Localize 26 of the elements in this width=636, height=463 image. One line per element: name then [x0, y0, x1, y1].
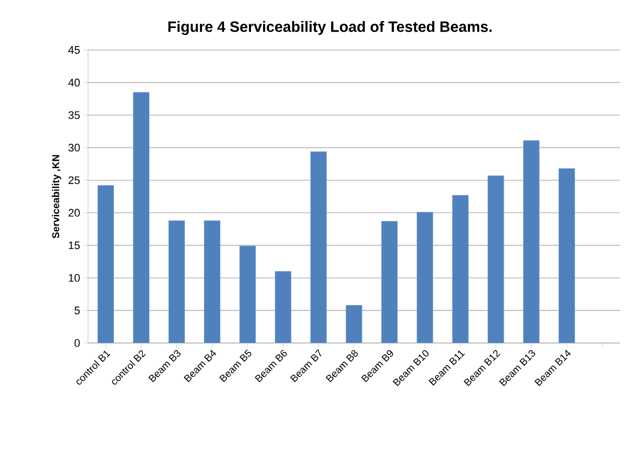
bar	[310, 151, 327, 343]
y-tick-label: 10	[68, 274, 80, 282]
y-tick-label: 45	[68, 46, 80, 54]
chart-title: Figure 4 Serviceability Load of Tested Beams.	[168, 20, 492, 35]
bar	[346, 305, 362, 343]
y-axis-title: Serviceability ,KN	[52, 155, 62, 238]
y-tick-label: 0	[74, 339, 80, 347]
y-tick-label: 40	[68, 78, 80, 86]
bar	[488, 175, 504, 343]
bar	[98, 185, 114, 343]
bar	[558, 168, 576, 343]
bar	[274, 271, 292, 343]
y-tick-label: 35	[68, 111, 80, 119]
bar	[239, 246, 256, 343]
bar	[381, 221, 398, 343]
bar	[204, 220, 220, 343]
y-tick-label: 15	[68, 242, 80, 250]
bar	[168, 220, 185, 343]
y-tick-label: 5	[74, 306, 80, 314]
y-tick-label: 20	[68, 208, 80, 217]
bar	[452, 194, 469, 343]
bar	[133, 92, 150, 343]
y-tick-label: 25	[68, 176, 80, 184]
y-tick-label: 30	[68, 144, 80, 152]
bar	[416, 212, 434, 343]
bar	[523, 140, 540, 343]
